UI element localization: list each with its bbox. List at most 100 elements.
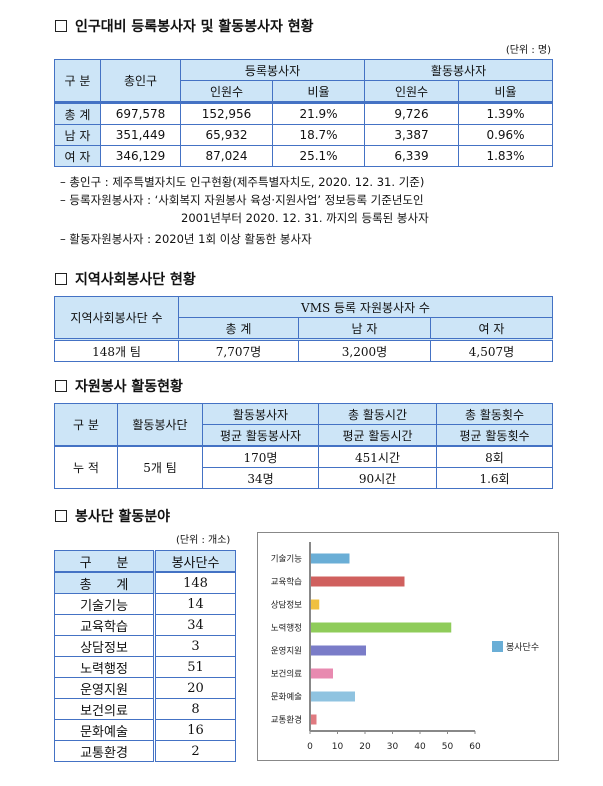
cell: 25.1% <box>271 145 366 167</box>
table-row: 누 적 5개 팀 170명 451시간 8회 <box>54 445 553 489</box>
table-row: 34명 90시간 1.6회 <box>55 467 553 489</box>
cell: 14 <box>154 593 236 615</box>
header-gubun: 구 분 <box>54 59 101 104</box>
row-label: 교육학습 <box>54 614 156 636</box>
x-tick-label: 60 <box>469 742 481 752</box>
row-label: 노력행정 <box>54 656 156 678</box>
section2-title-text: 지역사회봉사단 현황 <box>75 272 196 288</box>
row-label: 총 계 <box>54 102 101 125</box>
header-ratio: 비율 <box>458 80 554 104</box>
bar-교육학습 <box>311 576 405 587</box>
section4-title: 봉사단 활동분야 <box>55 506 170 526</box>
cell: 8회 <box>436 445 553 468</box>
cell: 90시간 <box>318 467 437 489</box>
cell: 9,726 <box>364 102 460 125</box>
category-label: 교육학습 <box>271 577 302 588</box>
category-label: 기술기능 <box>271 555 302 565</box>
bar-문화예술 <box>311 691 355 702</box>
header-count: 봉사단수 <box>154 550 236 573</box>
section2-title: 지역사회봉사단 현황 <box>55 269 196 289</box>
cell: 51 <box>154 656 236 678</box>
x-tick-label: 20 <box>359 742 371 752</box>
header-count: 인원수 <box>364 80 460 104</box>
row-label: 문화예술 <box>54 719 156 741</box>
header-avg-volunteers: 평균 활동봉사자 <box>202 424 319 447</box>
header-team: 활동봉사단 <box>117 403 203 447</box>
category-label: 운영지원 <box>271 646 302 657</box>
header-avg-times: 평균 활동횟수 <box>436 424 553 447</box>
header-active: 활동봉사자 <box>364 59 554 81</box>
unit-label: (단위 : 개소) <box>176 535 231 546</box>
cell: 148개 팀 <box>54 339 179 362</box>
header-gubun: 구 분 <box>54 403 118 447</box>
note-4: – 활동자원봉사자 : 2020년 1회 이상 활동한 봉사자 <box>60 232 312 246</box>
note-3: 2001년부터 2020. 12. 31. 까지의 등록된 봉사자 <box>181 211 429 225</box>
header-times: 총 활동횟수 <box>436 403 553 425</box>
bar-노력행정 <box>311 622 452 633</box>
table-row: 상담정보 3 <box>54 635 236 657</box>
header-ratio: 비율 <box>271 80 366 104</box>
cell: 1.6회 <box>436 467 553 489</box>
table-row: 여 자 346,129 87,024 25.1% 6,339 1.83% <box>54 145 554 167</box>
table-row: 보건의료 8 <box>54 698 236 720</box>
table-row: 교육학습 34 <box>54 614 236 636</box>
cell: 21.9% <box>271 102 366 125</box>
x-tick-label: 0 <box>307 742 313 752</box>
cell: 16 <box>154 719 236 741</box>
header-avg-hours: 평균 활동시간 <box>318 424 437 447</box>
header-volunteers: 활동봉사자 <box>202 403 319 425</box>
cell: 3,200명 <box>298 339 431 362</box>
row-label: 상담정보 <box>54 635 156 657</box>
row-label: 여 자 <box>54 145 101 167</box>
table-row: 남 자 351,449 65,932 18.7% 3,387 0.96% <box>54 124 554 146</box>
section1-title-text: 인구대비 등록봉사자 및 활동봉사자 현황 <box>75 19 314 35</box>
legend-swatch <box>492 641 503 652</box>
header-pop: 총인구 <box>100 59 181 104</box>
row-label: 교통환경 <box>54 740 156 762</box>
bar-운영지원 <box>311 645 366 656</box>
bar-상담정보 <box>311 599 320 610</box>
cell: 18.7% <box>271 124 366 146</box>
header-registered: 등록봉사자 <box>179 59 366 81</box>
cell: 6,339 <box>364 145 460 167</box>
category-label: 상담정보 <box>271 600 302 611</box>
cell: 7,707명 <box>178 339 299 362</box>
table-row: 문화예술 16 <box>54 719 236 741</box>
row-label: 운영지원 <box>54 677 156 699</box>
table-row: 148개 팀 7,707명 3,200명 4,507명 <box>54 339 554 362</box>
cell: 87,024 <box>180 145 273 167</box>
x-tick-label: 40 <box>414 742 426 752</box>
bar-교통환경 <box>311 714 317 725</box>
checkbox-square-icon <box>55 510 67 522</box>
table-row: 총 계 148 <box>54 571 236 594</box>
table-row: 교통환경 2 <box>54 740 236 762</box>
header-count: 인원수 <box>180 80 273 104</box>
category-label: 보건의료 <box>271 669 302 680</box>
row-label: 남 자 <box>54 124 101 146</box>
legend-label: 봉사단수 <box>506 642 539 653</box>
cell: 4,507명 <box>429 339 554 362</box>
chart-frame: 0 10 20 30 40 50 60 기술기능 교육학습 상담정보 노력행정 운영지원 보건의료 문화예… <box>257 532 559 761</box>
cell: 3,387 <box>364 124 460 146</box>
section1-title: 인구대비 등록봉사자 및 활동봉사자 현황 <box>55 16 313 36</box>
row-label: 기술기능 <box>54 593 156 615</box>
activity-table: 구 분 활동봉사단 활동봉사자 총 활동시간 총 활동횟수 평균 활동봉사자 평균 활동시… <box>54 403 553 489</box>
cell: 3 <box>154 635 236 657</box>
bar-chart: 0 10 20 30 40 50 60 기술기능교육학습상담정보노력행정운영지원보건의료문화예… <box>271 542 539 752</box>
cell: 1.39% <box>458 102 554 125</box>
field-table: 구 분 봉사단수 총 계 148 기술기능 14 교육학습 34 상담정보 3 노력행정 51 운영… <box>54 550 236 762</box>
cell: 8 <box>154 698 236 720</box>
bar-보건의료 <box>311 668 333 679</box>
cell: 34 <box>154 614 236 636</box>
row-label: 총 계 <box>54 571 156 594</box>
category-label: 문화예술 <box>271 692 302 703</box>
x-tick-label: 50 <box>442 742 454 752</box>
cell: 2 <box>154 740 236 762</box>
cell: 0.96% <box>458 124 554 146</box>
cell: 34명 <box>202 467 319 489</box>
table-row: 운영지원 20 <box>54 677 236 699</box>
cell: 148 <box>154 571 236 594</box>
cell: 451시간 <box>318 445 437 468</box>
table-row: 기술기능 14 <box>54 593 236 615</box>
